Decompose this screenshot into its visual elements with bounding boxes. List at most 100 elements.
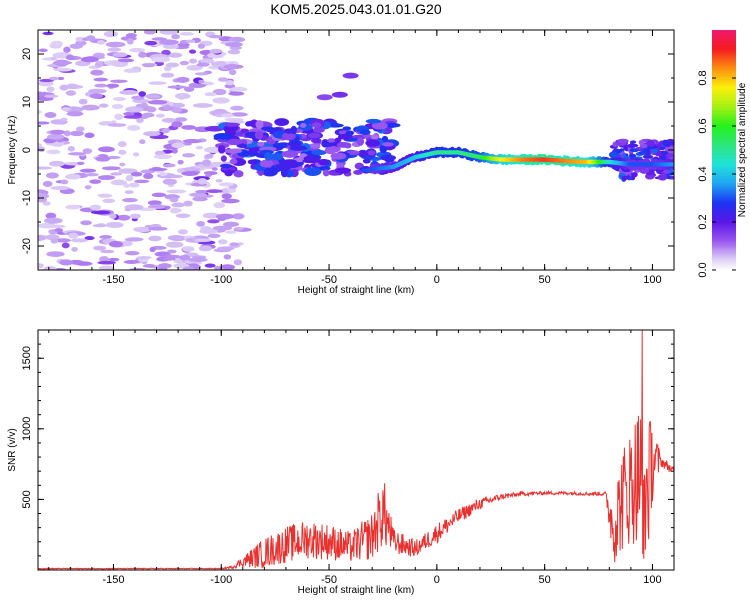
spectrogram-energy-cell (240, 128, 250, 134)
spectrogram-energy-cell (371, 121, 388, 130)
spectrogram-noise-blob (174, 92, 191, 100)
spectrogram-noise-blob (213, 202, 226, 209)
spectrogram-noise-blob (52, 60, 73, 65)
spectrogram-energy-cell (665, 153, 674, 158)
spectrogram-blob (342, 72, 359, 79)
spectrogram-noise-blob (103, 30, 118, 38)
spectrogram-noise-blob (138, 51, 147, 58)
spectrogram-noise-blob (196, 62, 210, 67)
spectrogram-noise-blob (219, 264, 236, 270)
spectrogram-noise-blob (147, 204, 167, 210)
spectrogram-noise-blob (143, 173, 154, 180)
spectrogram-noise-blob (130, 171, 143, 177)
spectrogram-noise-blob (167, 174, 183, 179)
spectrogram-noise-blob (183, 86, 195, 92)
spectrogram-noise-blob (123, 111, 135, 117)
spectrogram-data (38, 30, 674, 270)
spectrogram-energy-cell (280, 169, 288, 178)
spectrogram-noise-blob (112, 52, 128, 58)
spectrogram-energy-cell (257, 141, 265, 147)
spectrogram-noise-blob (61, 242, 70, 249)
spectrogram-noise-blob (101, 166, 121, 171)
spectrogram-energy-cell (359, 129, 371, 135)
spectrogram-noise-blob (69, 130, 84, 137)
spectrogram-noise-blob (216, 246, 235, 251)
spectrogram-noise-blob (82, 148, 93, 155)
spectrogram-noise-blob (225, 80, 234, 86)
spectrogram-energy-cell (334, 167, 352, 174)
spectrogram-noise-blob (223, 254, 232, 260)
spectrogram-noise-blob (97, 193, 113, 198)
spectrogram-noise-blob (88, 88, 107, 94)
spectrogram-noise-blob (181, 125, 197, 130)
spectrogram-noise-blob (165, 62, 180, 68)
spectrogram-noise-blob (48, 160, 65, 167)
spectrogram-noise-blob (141, 112, 155, 118)
spectrogram-noise-blob (167, 235, 185, 241)
spectrogram-y-label: Frequency (Hz) (7, 116, 18, 185)
spectrogram-energy-cell (642, 154, 654, 159)
spectrogram-noise-blob (68, 232, 79, 239)
spectrogram-noise-blob (63, 46, 71, 53)
spectrogram-energy-cell (322, 169, 330, 177)
spectrogram-noise-blob (207, 233, 221, 238)
spectrogram-energy-cell (346, 150, 360, 156)
spectrogram-energy-cell (289, 145, 308, 151)
spectrogram-noise-blob (222, 221, 240, 227)
x-tick-label: -50 (321, 274, 337, 286)
spectrogram-noise-blob (111, 103, 124, 110)
spectrogram-energy-cell (615, 149, 623, 154)
spectrogram-noise-blob (212, 97, 230, 104)
spectrogram-noise-blob (194, 72, 209, 76)
spectrogram-noise-blob (230, 105, 244, 111)
spectrogram-noise-blob (147, 200, 162, 206)
spectrogram-noise-blob (157, 267, 168, 270)
spectrogram-noise-blob (97, 175, 116, 180)
spectrogram-noise-blob (170, 207, 180, 214)
spectrogram-energy-cell (247, 151, 262, 156)
spectrogram-energy-cell (254, 130, 264, 140)
spectrogram-noise-blob (198, 245, 213, 252)
spectrogram-noise-blob (76, 161, 85, 165)
spectrogram-noise-blob (69, 43, 83, 49)
spectrogram-noise-blob (205, 173, 212, 178)
spectrogram-noise-blob (97, 260, 116, 265)
spectrogram-energy-cell (261, 167, 278, 177)
spectrogram-x-label: Height of straight line (km) (298, 285, 415, 296)
spectrogram-energy-cell (220, 163, 232, 169)
spectrogram-energy-cell (344, 142, 352, 149)
colorbar-tick-label: 0.8 (697, 70, 709, 85)
spectrogram-noise-blob (107, 155, 121, 160)
spectrogram-noise-blob (189, 58, 198, 64)
spectrogram-noise-blob (162, 178, 178, 185)
spectrogram-noise-blob (67, 145, 75, 152)
spectrogram-noise-blob (128, 182, 140, 188)
y-tick-label: -10 (21, 190, 33, 206)
spectrogram-noise-blob (200, 58, 215, 64)
spectrogram-noise-blob (113, 96, 126, 101)
spectrogram-energy-cell (224, 169, 233, 177)
spectrogram-noise-blob (224, 230, 237, 234)
y-tick-label: 20 (21, 48, 33, 60)
spectrogram-energy-cell (626, 143, 639, 148)
spectrogram-noise-blob (171, 148, 178, 154)
spectrogram-noise-blob (229, 69, 237, 76)
spectrogram-noise-blob (38, 110, 42, 114)
spectrogram-noise-blob (121, 240, 133, 247)
spectrogram-noise-blob (136, 255, 152, 260)
spectrogram-noise-blob (66, 111, 84, 117)
spectrogram-energy-cell (345, 130, 354, 136)
spectrogram-energy-cell (290, 125, 297, 135)
spectrogram-noise-blob (227, 63, 237, 70)
spectrogram-noise-blob (55, 238, 71, 243)
spectrogram-noise-blob (43, 217, 63, 224)
spectrogram-noise-blob (175, 117, 188, 122)
spectrogram-noise-blob (90, 210, 111, 215)
spectrogram-noise-blob (209, 48, 223, 54)
spectrogram-noise-blob (80, 220, 92, 226)
spectrogram-energy-cell (327, 138, 336, 143)
snr-y-axis: 500 1000 1500 (21, 329, 674, 571)
colorbar-tick-label: 0.6 (697, 118, 709, 133)
spectrogram-noise-blob (52, 67, 73, 72)
spectrogram-energy-cell (308, 143, 321, 150)
